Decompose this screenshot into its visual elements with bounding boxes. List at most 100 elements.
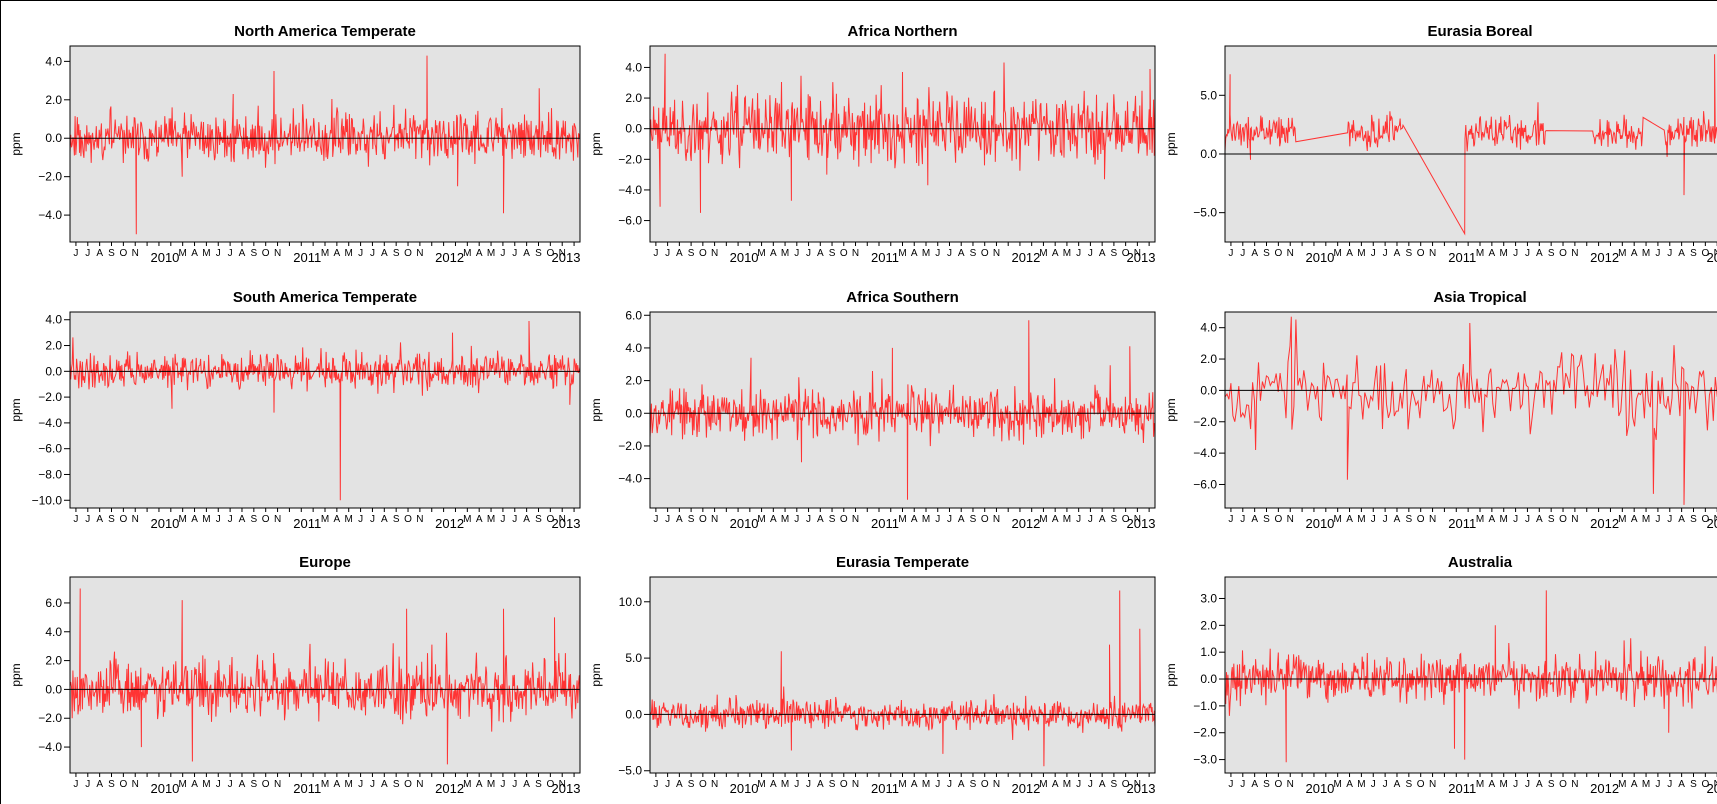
x-month-label: M (922, 248, 930, 259)
x-month-label: J (370, 514, 375, 525)
x-month-label: A (1052, 779, 1059, 790)
x-year-label: 2013 (1127, 516, 1156, 531)
x-month-label: M (487, 779, 495, 790)
x-month-label: J (1667, 779, 1672, 790)
x-month-label: A (817, 514, 824, 525)
x-month-label: A (1099, 514, 1106, 525)
x-year-label: 2011 (871, 516, 899, 531)
x-month-label: S (251, 779, 258, 790)
x-month-label: A (1346, 248, 1353, 259)
x-month-label: S (829, 514, 836, 525)
x-month-label: A (476, 248, 483, 259)
x-month-label: M (898, 248, 906, 259)
x-month-label: A (1251, 779, 1258, 790)
x-month-label: J (947, 514, 952, 525)
x-month-label: J (935, 514, 940, 525)
x-month-label: A (381, 248, 388, 259)
x-month-label: A (96, 779, 103, 790)
x-month-label: A (1678, 514, 1685, 525)
x-month-label: S (1406, 779, 1413, 790)
x-month-label: A (958, 248, 965, 259)
x-year-label: 2011 (1448, 516, 1476, 531)
x-month-label: N (416, 779, 423, 790)
x-month-label: S (1263, 779, 1270, 790)
x-year-label: 2012 (1590, 781, 1619, 796)
panel-title: South America Temperate (233, 289, 417, 306)
x-month-label: O (1701, 514, 1709, 525)
x-month-label: M (1063, 248, 1071, 259)
x-month-label: A (334, 779, 341, 790)
x-month-label: A (817, 248, 824, 259)
y-tick-label: −2.0 (38, 711, 62, 725)
x-month-label: J (1240, 514, 1245, 525)
x-month-label: J (1076, 248, 1081, 259)
x-month-label: M (463, 779, 471, 790)
x-month-label: S (1263, 514, 1270, 525)
x-month-label: N (1134, 779, 1141, 790)
x-month-label: S (1690, 779, 1697, 790)
x-month-label: A (1536, 248, 1543, 259)
x-month-label: J (1383, 779, 1388, 790)
y-tick-label: 4.0 (625, 341, 642, 355)
x-month-label: A (1489, 248, 1496, 259)
x-year-label: 2013 (1707, 250, 1717, 265)
x-month-label: N (559, 248, 566, 259)
x-month-label: A (334, 514, 341, 525)
x-month-label: N (1134, 248, 1141, 259)
x-month-label: M (1500, 248, 1508, 259)
y-axis-label: ppm (9, 398, 23, 421)
x-month-label: J (947, 779, 952, 790)
x-month-label: O (699, 248, 707, 259)
x-month-label: J (806, 779, 811, 790)
x-month-label: J (85, 248, 90, 259)
series-line (650, 590, 1155, 767)
x-month-label: M (321, 514, 329, 525)
x-month-label: J (228, 514, 233, 525)
x-month-label: J (806, 248, 811, 259)
x-month-label: O (404, 248, 412, 259)
x-year-label: 2013 (1707, 516, 1717, 531)
x-month-label: A (1099, 779, 1106, 790)
y-tick-label: 2.0 (625, 374, 642, 388)
x-month-label: O (262, 248, 270, 259)
x-month-label: O (1701, 779, 1709, 790)
x-month-label: M (179, 248, 187, 259)
panel-title: Africa Northern (847, 23, 957, 40)
y-tick-label: −3.0 (1193, 753, 1217, 767)
x-month-label: N (993, 779, 1000, 790)
x-month-label: O (981, 248, 989, 259)
x-month-label: J (1076, 514, 1081, 525)
y-axis-label: ppm (589, 398, 603, 421)
x-month-label: M (781, 514, 789, 525)
x-month-label: M (1500, 514, 1508, 525)
series-line (70, 320, 580, 501)
x-month-label: A (1489, 514, 1496, 525)
x-month-label: M (345, 248, 353, 259)
x-month-label: M (1618, 514, 1626, 525)
x-month-label: M (1642, 248, 1650, 259)
x-month-label: M (179, 514, 187, 525)
x-month-label: S (393, 779, 400, 790)
y-tick-label: 0.0 (625, 122, 642, 136)
x-month-label: O (1274, 248, 1282, 259)
x-month-label: M (1476, 248, 1484, 259)
x-year-label: 2011 (293, 516, 321, 531)
x-month-label: M (202, 514, 210, 525)
x-month-label: J (370, 779, 375, 790)
y-tick-label: −2.0 (1193, 415, 1217, 429)
x-month-label: S (1548, 779, 1555, 790)
x-month-label: S (1406, 248, 1413, 259)
x-month-label: M (463, 514, 471, 525)
x-month-label: A (476, 779, 483, 790)
x-month-label: A (676, 248, 683, 259)
x-month-label: M (1334, 779, 1342, 790)
x-month-label: M (1357, 514, 1365, 525)
x-month-label: J (1240, 779, 1245, 790)
x-month-label: J (512, 779, 517, 790)
x-month-label: S (1548, 248, 1555, 259)
x-month-label: M (1476, 514, 1484, 525)
x-month-label: N (1571, 779, 1578, 790)
panel-title: Eurasia Temperate (836, 554, 969, 571)
